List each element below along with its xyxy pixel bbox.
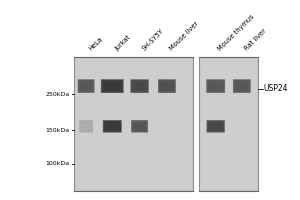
Text: Jurkat: Jurkat: [114, 34, 132, 52]
FancyBboxPatch shape: [102, 80, 123, 92]
FancyBboxPatch shape: [207, 80, 224, 92]
FancyBboxPatch shape: [78, 79, 94, 93]
FancyBboxPatch shape: [130, 79, 149, 93]
FancyBboxPatch shape: [81, 122, 92, 131]
Text: Rat liver: Rat liver: [243, 28, 267, 52]
FancyBboxPatch shape: [131, 121, 147, 123]
FancyBboxPatch shape: [159, 80, 175, 92]
FancyBboxPatch shape: [159, 80, 175, 92]
FancyBboxPatch shape: [208, 122, 223, 131]
FancyBboxPatch shape: [80, 121, 92, 132]
Bar: [199, 57, 259, 191]
FancyBboxPatch shape: [78, 80, 94, 92]
FancyBboxPatch shape: [131, 80, 148, 92]
FancyBboxPatch shape: [160, 81, 174, 91]
FancyBboxPatch shape: [160, 81, 174, 91]
Text: Mouse thymus: Mouse thymus: [217, 13, 256, 52]
FancyBboxPatch shape: [209, 122, 223, 131]
FancyBboxPatch shape: [77, 128, 92, 130]
FancyBboxPatch shape: [79, 120, 93, 133]
FancyBboxPatch shape: [102, 80, 122, 92]
FancyBboxPatch shape: [103, 120, 122, 132]
FancyBboxPatch shape: [78, 80, 94, 93]
FancyBboxPatch shape: [80, 121, 92, 132]
FancyBboxPatch shape: [162, 83, 172, 90]
FancyBboxPatch shape: [207, 121, 224, 132]
FancyBboxPatch shape: [80, 122, 92, 131]
FancyBboxPatch shape: [105, 122, 119, 131]
FancyBboxPatch shape: [208, 81, 224, 91]
FancyBboxPatch shape: [133, 121, 147, 131]
FancyBboxPatch shape: [77, 126, 92, 127]
FancyBboxPatch shape: [208, 82, 223, 91]
FancyBboxPatch shape: [160, 82, 174, 91]
FancyBboxPatch shape: [235, 82, 248, 91]
FancyBboxPatch shape: [82, 123, 90, 130]
FancyBboxPatch shape: [234, 80, 250, 92]
Text: USP24: USP24: [264, 84, 288, 93]
FancyBboxPatch shape: [211, 123, 221, 130]
FancyBboxPatch shape: [81, 83, 91, 90]
Text: Mouse liver: Mouse liver: [168, 20, 200, 52]
FancyBboxPatch shape: [234, 80, 250, 92]
FancyBboxPatch shape: [208, 121, 224, 131]
FancyBboxPatch shape: [132, 121, 147, 132]
FancyBboxPatch shape: [103, 81, 121, 91]
FancyBboxPatch shape: [133, 82, 146, 91]
FancyBboxPatch shape: [79, 81, 93, 91]
FancyBboxPatch shape: [234, 81, 249, 91]
FancyBboxPatch shape: [131, 80, 148, 92]
Bar: [76, 59, 192, 189]
FancyBboxPatch shape: [207, 120, 224, 132]
Bar: [74, 57, 193, 191]
FancyBboxPatch shape: [210, 83, 221, 90]
FancyBboxPatch shape: [101, 79, 124, 93]
FancyBboxPatch shape: [104, 121, 120, 131]
Text: HeLa: HeLa: [88, 36, 104, 52]
FancyBboxPatch shape: [135, 123, 144, 130]
FancyBboxPatch shape: [131, 120, 148, 132]
FancyBboxPatch shape: [235, 81, 249, 91]
FancyBboxPatch shape: [133, 122, 146, 131]
FancyBboxPatch shape: [103, 81, 122, 91]
FancyBboxPatch shape: [77, 123, 92, 125]
FancyBboxPatch shape: [107, 123, 118, 130]
FancyBboxPatch shape: [132, 81, 147, 91]
FancyBboxPatch shape: [104, 82, 121, 91]
FancyBboxPatch shape: [103, 121, 121, 132]
FancyBboxPatch shape: [80, 82, 92, 91]
FancyBboxPatch shape: [208, 121, 224, 132]
FancyBboxPatch shape: [233, 79, 251, 93]
FancyBboxPatch shape: [131, 80, 148, 93]
Text: SH-SY5Y: SH-SY5Y: [141, 28, 165, 52]
FancyBboxPatch shape: [133, 122, 146, 131]
FancyBboxPatch shape: [158, 79, 176, 93]
FancyBboxPatch shape: [103, 120, 122, 133]
FancyBboxPatch shape: [233, 80, 250, 93]
FancyBboxPatch shape: [106, 83, 119, 90]
Bar: [200, 59, 257, 189]
FancyBboxPatch shape: [158, 80, 176, 93]
FancyBboxPatch shape: [131, 120, 148, 133]
FancyBboxPatch shape: [79, 80, 94, 92]
FancyBboxPatch shape: [207, 80, 224, 92]
FancyBboxPatch shape: [134, 83, 145, 90]
FancyBboxPatch shape: [80, 121, 92, 131]
Text: 150kDa: 150kDa: [46, 128, 70, 133]
Text: 100kDa: 100kDa: [46, 161, 70, 166]
FancyBboxPatch shape: [104, 121, 121, 132]
FancyBboxPatch shape: [80, 120, 93, 132]
Text: 250kDa: 250kDa: [46, 92, 70, 97]
FancyBboxPatch shape: [237, 83, 247, 90]
FancyBboxPatch shape: [206, 79, 225, 93]
FancyBboxPatch shape: [208, 81, 223, 91]
FancyBboxPatch shape: [80, 81, 93, 91]
FancyBboxPatch shape: [132, 121, 147, 132]
FancyBboxPatch shape: [105, 122, 120, 131]
FancyBboxPatch shape: [207, 80, 225, 93]
FancyBboxPatch shape: [101, 80, 123, 93]
FancyBboxPatch shape: [132, 81, 147, 91]
FancyBboxPatch shape: [206, 120, 225, 133]
